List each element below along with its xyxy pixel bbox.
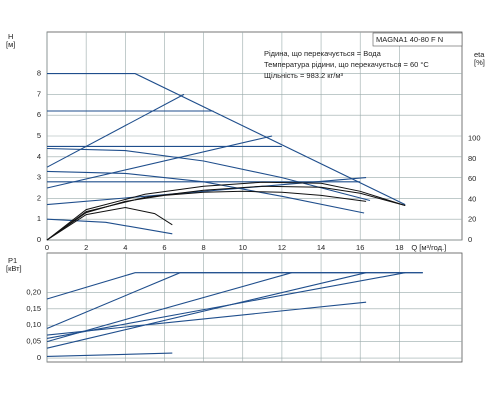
curve xyxy=(46,272,406,339)
y2-tick-label: 100 xyxy=(468,134,481,143)
curve xyxy=(46,218,173,235)
y2-tick-label: 60 xyxy=(468,174,476,183)
y-tick-label: 7 xyxy=(37,89,41,98)
x-tick-label: 18 xyxy=(395,243,403,252)
curve xyxy=(46,147,371,202)
annotation: Щільність = 983.2 кг/м³ xyxy=(264,71,344,80)
y-tick-label: 0,10 xyxy=(26,320,41,329)
y-tick-label: 0 xyxy=(37,353,41,362)
curve xyxy=(46,181,406,241)
curve xyxy=(46,170,365,214)
curve xyxy=(46,177,367,206)
y-tick-label: 5 xyxy=(37,131,41,140)
y-tick-label: 0,05 xyxy=(26,337,41,346)
x-tick-label: 10 xyxy=(239,243,247,252)
y-axis-unit: [м] xyxy=(6,40,15,49)
curve xyxy=(46,301,367,336)
x-axis-label: Q [м³/год.] xyxy=(411,243,446,252)
y-axis-label: P1 xyxy=(8,256,17,265)
y-tick-label: 1 xyxy=(37,214,41,223)
model-name: MAGNA1 40-80 F N xyxy=(376,35,443,44)
x-tick-label: 8 xyxy=(202,243,206,252)
y-tick-label: 0 xyxy=(37,235,41,244)
y-axis-label: H xyxy=(8,32,13,41)
x-tick-label: 12 xyxy=(278,243,286,252)
x-tick-label: 0 xyxy=(45,243,49,252)
y2-tick-label: 0 xyxy=(468,235,472,244)
y2-axis-unit: [%] xyxy=(474,58,485,67)
annotation: Рідина, що перекачується = Вода xyxy=(264,49,382,58)
y-tick-label: 2 xyxy=(37,193,41,202)
curve xyxy=(46,93,185,168)
x-tick-label: 6 xyxy=(162,243,166,252)
x-tick-label: 2 xyxy=(84,243,88,252)
y-tick-label: 3 xyxy=(37,173,41,182)
y-tick-label: 6 xyxy=(37,110,41,119)
y2-tick-label: 40 xyxy=(468,194,476,203)
curve xyxy=(46,135,273,189)
model-box xyxy=(372,32,463,47)
x-tick-label: 16 xyxy=(356,243,364,252)
y-tick-label: 0,20 xyxy=(26,287,41,296)
y-axis-unit: [кВт] xyxy=(6,264,22,273)
curve xyxy=(46,352,173,357)
annotation: Температура рідини, що перекачується = 6… xyxy=(264,60,429,69)
y-tick-label: 4 xyxy=(37,152,41,161)
curve xyxy=(46,206,173,241)
curve xyxy=(47,73,406,206)
curve xyxy=(46,272,367,349)
curve xyxy=(46,190,367,241)
y2-tick-label: 20 xyxy=(468,215,476,224)
x-tick-label: 4 xyxy=(123,243,127,252)
y2-axis-label: eta xyxy=(474,50,485,59)
curve xyxy=(46,185,406,241)
y-tick-label: 0,15 xyxy=(26,304,41,313)
curve xyxy=(46,272,423,330)
y2-tick-label: 80 xyxy=(468,154,476,163)
curve xyxy=(46,272,292,343)
x-tick-label: 14 xyxy=(317,243,325,252)
y-tick-label: 8 xyxy=(37,69,41,78)
